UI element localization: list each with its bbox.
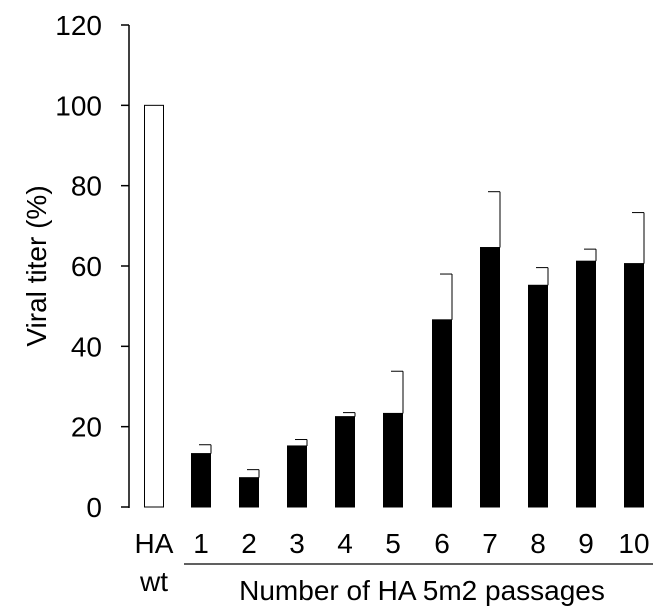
y-tick-label: 100 [55, 90, 102, 121]
y-axis-title: Viral titer (%) [21, 185, 52, 346]
bar [528, 284, 548, 508]
x-tick-label: 5 [385, 528, 401, 559]
y-tick-label: 60 [71, 251, 102, 282]
bar [335, 416, 355, 508]
bar [144, 104, 164, 508]
x-tick-label: 4 [337, 528, 353, 559]
x-tick-label: 7 [482, 528, 498, 559]
y-tick-label: 80 [71, 171, 102, 202]
y-tick-label: 0 [86, 492, 102, 523]
bar [191, 453, 211, 508]
bar [239, 477, 259, 508]
x-tick-label: 9 [578, 528, 594, 559]
x-tick-label: 8 [530, 528, 546, 559]
error-bars [199, 191, 645, 478]
bar [383, 412, 403, 508]
x-tick-label: 6 [434, 528, 450, 559]
y-tick-label: 20 [71, 412, 102, 443]
bar [480, 247, 500, 508]
x-tick-label: 1 [193, 528, 209, 559]
y-tick-label: 40 [71, 331, 102, 362]
x-tick-label: HA wt [135, 528, 174, 597]
bars [144, 104, 644, 508]
bar [432, 319, 452, 508]
x-axis-title: Number of HA 5m2 passages [239, 575, 605, 606]
x-tick-label: 10 [618, 528, 649, 559]
y-ticks: 0 20 40 60 80 100 120 [55, 10, 129, 523]
bar [287, 445, 307, 508]
bar [576, 260, 596, 508]
bar [624, 263, 644, 508]
x-tick-label: 2 [241, 528, 257, 559]
x-tick-labels: HA wt 1 2 3 4 5 6 7 8 9 10 [135, 528, 650, 597]
y-tick-label: 120 [55, 10, 102, 41]
x-tick-label: 3 [289, 528, 305, 559]
